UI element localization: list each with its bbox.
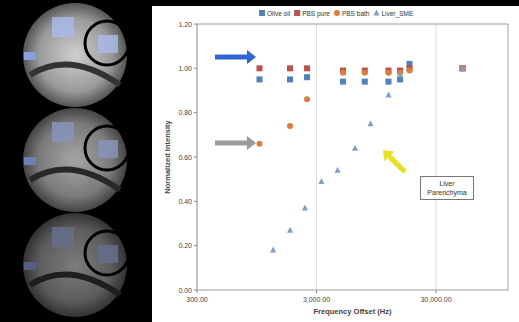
y-axis-title: Normalized Intensity (163, 120, 172, 194)
legend-label: Liver_SME (381, 10, 413, 18)
point (385, 79, 391, 85)
arrow-head (247, 50, 256, 64)
tick-label: 1.20 (178, 21, 192, 28)
arrow-shaft (215, 55, 247, 60)
scan-disc (23, 213, 127, 317)
tick (194, 112, 197, 113)
legend-marker (259, 10, 265, 16)
tick (316, 290, 317, 293)
chart-panel (152, 6, 519, 322)
tick (194, 24, 197, 25)
plot-frame (197, 24, 508, 290)
point (287, 65, 293, 71)
canvas: 300.00 3,000.00 30,000.00 0.00 0.20 0.40 0.60 0… (0, 0, 519, 322)
grid-line (316, 24, 317, 290)
point (460, 65, 466, 71)
tick-label: 1.00 (178, 65, 192, 72)
tick (194, 201, 197, 202)
point (304, 96, 310, 102)
point (460, 65, 466, 71)
tick-label: 3,000.00 (303, 296, 330, 303)
point (362, 79, 368, 85)
scan-structure (30, 65, 120, 85)
arrow-shaft (389, 156, 405, 172)
point (340, 70, 346, 76)
roi (24, 157, 36, 165)
point (460, 65, 466, 71)
scan-structure (30, 170, 120, 190)
roi (98, 35, 118, 53)
annotation: Liver Parenchyma (420, 176, 474, 200)
point (304, 65, 310, 71)
scan-disc (23, 108, 127, 212)
scan-disc (23, 3, 127, 107)
legend: Olive oil PBS pure PBS bath Liver_SME (259, 10, 414, 18)
legend-label: PBS bath (342, 10, 370, 17)
point (385, 70, 391, 76)
legend-marker (334, 10, 340, 16)
tick-label: 0.80 (178, 109, 192, 116)
tick (436, 290, 437, 293)
arrow-shaft (215, 141, 247, 146)
x-axis-title: Frequency Offset (Hz) (314, 307, 392, 316)
point (302, 204, 308, 210)
point (304, 74, 310, 80)
point (362, 70, 368, 76)
marks (256, 61, 465, 253)
roi-ring (85, 126, 129, 170)
arrow-head (247, 136, 256, 150)
roi (52, 17, 74, 37)
figure: {"chart_data": {"type": "scatter", "x_la… (0, 0, 519, 322)
point (368, 120, 374, 126)
point (287, 123, 293, 129)
point (287, 76, 293, 82)
scan-image (23, 213, 129, 317)
roi (24, 262, 36, 270)
roi-ring (85, 21, 129, 65)
point (287, 227, 293, 233)
point (407, 68, 413, 74)
tick-label: 300.00 (186, 296, 208, 303)
tick-label: 0.40 (178, 198, 192, 205)
scan-image (23, 3, 129, 107)
point (256, 141, 262, 147)
arrow-head (383, 150, 394, 161)
point (397, 71, 403, 77)
roi (98, 245, 118, 263)
point (352, 145, 358, 151)
tick-label: 30,000.00 (420, 296, 451, 303)
point (318, 178, 324, 184)
point (270, 247, 276, 253)
point (460, 65, 466, 71)
roi (98, 140, 118, 158)
grid-line (436, 24, 437, 290)
roi-ring (85, 231, 129, 275)
scan-structure (30, 275, 120, 295)
point (335, 167, 341, 173)
tick (194, 245, 197, 246)
roi (52, 227, 74, 247)
roi (52, 122, 74, 142)
legend-marker (373, 10, 379, 16)
point (340, 79, 346, 85)
point (256, 65, 262, 71)
roi (24, 52, 36, 60)
tick (194, 68, 197, 69)
legend-label: Olive oil (267, 10, 291, 17)
scan-image (23, 108, 129, 212)
point (256, 76, 262, 82)
point (385, 91, 391, 97)
tick (194, 290, 197, 291)
legend-label: PBS pure (302, 10, 330, 18)
tick-label: 0.60 (178, 154, 192, 161)
tick-label: 0.20 (178, 242, 192, 249)
legend-marker (294, 10, 300, 16)
tick (194, 157, 197, 158)
tick-label: 0.00 (178, 287, 192, 294)
